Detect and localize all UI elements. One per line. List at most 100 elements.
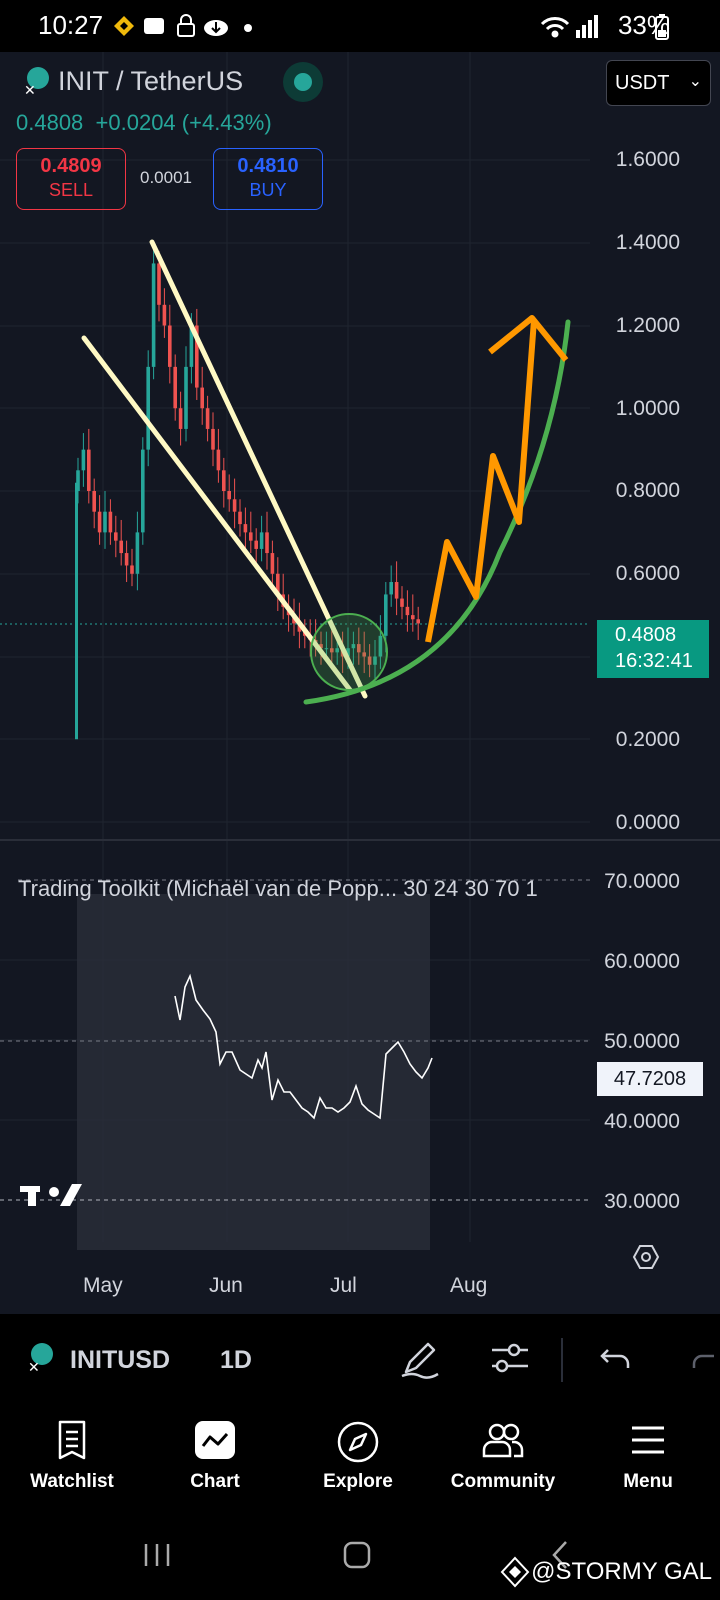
candle-body (405, 606, 410, 616)
lock-icon (177, 14, 195, 37)
candle-body (319, 644, 323, 649)
currency-select-value: USDT (615, 72, 670, 94)
recovery-curve-drawing (303, 319, 571, 705)
candle-body (346, 648, 350, 657)
nav-label: Community (450, 1471, 556, 1492)
last-price: 0.4808 (16, 110, 84, 135)
projection-arrow-drawing (425, 319, 537, 643)
candle-body (168, 325, 172, 367)
candle-body (400, 598, 404, 607)
chart-settings-icon (632, 1245, 660, 1269)
candle-body (151, 263, 156, 367)
candle-body (103, 511, 107, 533)
buy-button[interactable]: 0.4810 BUY (213, 148, 323, 210)
pencil-icon[interactable] (398, 1336, 442, 1380)
candle-body (335, 648, 339, 653)
candle-body (184, 366, 188, 429)
nav-label: Explore (323, 1471, 393, 1492)
chart-toolbar (0, 1314, 720, 1410)
nav-explore[interactable]: Explore (298, 1420, 418, 1493)
candle-body (76, 470, 80, 491)
candle-countdown: 16:32:41 (615, 650, 693, 672)
price-axis-label: 1.6000 (615, 148, 680, 171)
binance-icon (114, 16, 134, 36)
indicator-value-tag: 47.7208 (597, 1062, 703, 1096)
symbol-title[interactable]: INIT / TetherUS (58, 66, 244, 96)
indicator-title[interactable]: Trading Toolkit (Michaël van de Popp... … (18, 876, 538, 901)
candle-body (238, 511, 242, 525)
candle-body (324, 648, 329, 650)
chart-canvas[interactable] (0, 52, 720, 1314)
sell-label: SELL (48, 180, 94, 200)
candle-body (378, 635, 383, 657)
candle-body (276, 573, 280, 595)
time-axis-label: May (83, 1274, 123, 1297)
nav-label: Menu (623, 1471, 673, 1492)
candle-body (254, 540, 258, 549)
candle-body (119, 540, 123, 554)
indicator-axis-label: 40.0000 (604, 1110, 680, 1133)
nav-community[interactable]: Community (443, 1420, 563, 1493)
candle-body (75, 482, 78, 740)
candlestick-series (75, 242, 420, 740)
undo-icon[interactable] (598, 1342, 634, 1374)
candle-body (259, 532, 264, 549)
candle-body (87, 449, 91, 491)
candle-body (162, 304, 167, 326)
chart-icon (195, 1421, 235, 1459)
candle-body (211, 428, 215, 450)
wifi-icon (540, 17, 570, 38)
time-axis-label: Jun (209, 1274, 243, 1297)
symbol-selector[interactable]: INITUSD (70, 1346, 170, 1374)
wedge-lower-line (81, 335, 353, 693)
binance-icon (500, 1556, 530, 1588)
candle-body (384, 594, 388, 636)
signal-icons (540, 15, 598, 38)
candle-body (394, 582, 399, 599)
interval-selector[interactable]: 1D (220, 1346, 252, 1374)
system-nav-bar (0, 1520, 720, 1600)
candle-body (130, 565, 134, 574)
candle-body (205, 408, 210, 429)
price-axis-label: 1.4000 (615, 231, 680, 254)
price-axis-label: 0.2000 (615, 728, 680, 751)
nav-label: Watchlist (30, 1471, 114, 1492)
status-bar: 10:27 33% (0, 0, 720, 52)
hamburger-menu-icon (632, 1426, 664, 1454)
candle-body (270, 553, 275, 574)
community-icon (482, 1423, 524, 1458)
recent-apps-icon[interactable] (140, 1540, 176, 1570)
candle-body (297, 623, 302, 632)
nav-label: Chart (190, 1471, 240, 1492)
time-axis-label: Aug (450, 1274, 488, 1297)
nav-menu[interactable]: Menu (588, 1420, 708, 1493)
chart-grid (0, 52, 590, 1242)
nav-chart[interactable]: Chart (155, 1420, 275, 1493)
svg-text:✕: ✕ (24, 83, 36, 96)
indicator-axis-label: 50.0000 (604, 1030, 680, 1053)
candle-body (373, 656, 377, 665)
home-icon[interactable] (342, 1540, 372, 1570)
candle-body (146, 366, 150, 450)
price-axis-label: 0.0000 (615, 811, 680, 834)
battery-icon (655, 14, 669, 40)
price-axis-label: 1.2000 (615, 314, 680, 337)
bottom-highlight-circle (310, 613, 388, 691)
candle-body (222, 470, 226, 491)
projection-arrow-head (488, 315, 569, 362)
sell-button[interactable]: 0.4809 SELL (16, 148, 126, 210)
nav-watchlist[interactable]: Watchlist (12, 1420, 132, 1493)
price-axis-label: 0.6000 (615, 562, 680, 585)
signal-icon (576, 15, 598, 38)
candle-body (200, 387, 204, 409)
sliders-icon[interactable] (488, 1338, 532, 1378)
candle-body (367, 656, 372, 665)
candle-body (124, 553, 129, 566)
watermark: @STORMY GAL (531, 1558, 712, 1585)
back-icon[interactable] (548, 1538, 572, 1572)
candle-body (216, 449, 221, 471)
currency-select[interactable]: USDT ⌄ (606, 60, 711, 106)
redo-icon[interactable] (690, 1342, 718, 1374)
candle-body (357, 644, 361, 653)
candle-body (243, 524, 248, 533)
